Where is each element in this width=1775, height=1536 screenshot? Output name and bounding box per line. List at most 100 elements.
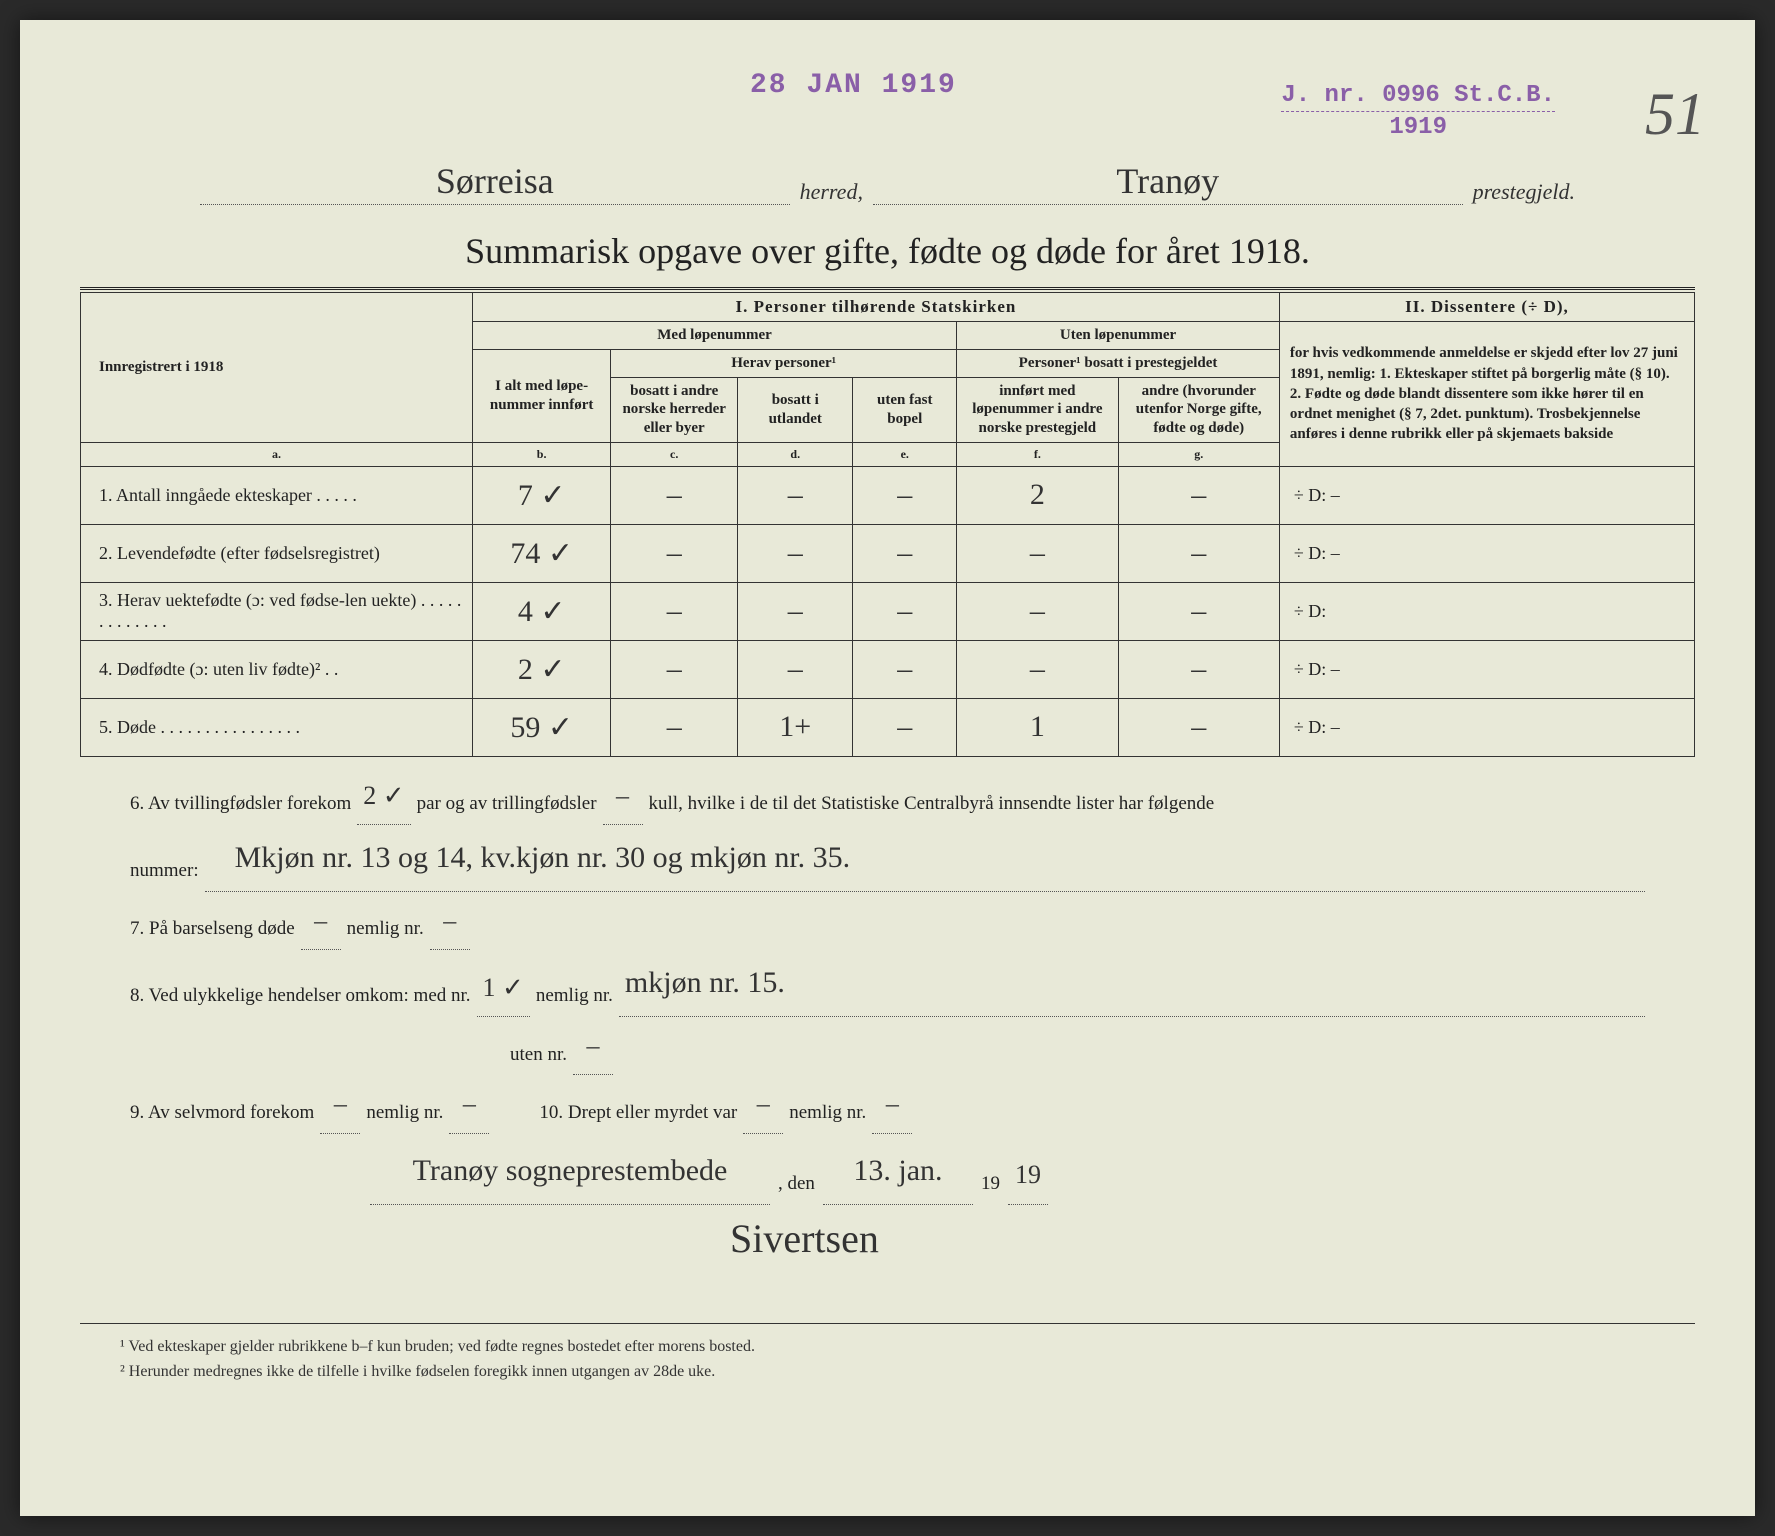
q6-trip-value: – [603, 767, 643, 825]
col-letter-d: d. [738, 442, 853, 466]
q9-text-b: nemlig nr. [366, 1092, 443, 1134]
q6-answer: Mkjøn nr. 13 og 14, kv.kjøn nr. 30 og mk… [205, 825, 1645, 892]
footnotes: ¹ Ved ekteskaper gjelder rubrikkene b–f … [80, 1323, 1695, 1385]
q9-text-a: 9. Av selvmord forekom [130, 1092, 314, 1134]
table-row: 2. Levendefødte (efter fødselsregistret)… [81, 524, 1695, 582]
signature-place: Tranøy sogneprestembede [370, 1138, 770, 1205]
cell-a: 74 ✓ [472, 524, 610, 582]
q10-text-a: 10. Drept eller myrdet var [539, 1092, 737, 1134]
col-a-header: I alt med løpe-nummer innført [472, 349, 610, 442]
cell-b: – [611, 582, 738, 640]
q8-value-2: – [573, 1017, 613, 1075]
cell-b: – [611, 524, 738, 582]
cell-d: – [853, 524, 957, 582]
historical-form-document: 28 JAN 1919 J. nr. 0996 St.C.B. 1919 51 … [20, 20, 1755, 1516]
cell-e: – [957, 640, 1118, 698]
footnote-2: ² Herunder medregnes ikke de tilfelle i … [120, 1359, 1695, 1385]
main-title: Summarisk opgave over gifte, fødte og dø… [80, 230, 1695, 272]
row-label: 1. Antall inngåede ekteskaper . . . . . [81, 466, 473, 524]
q8-text-b: nemlig nr. [536, 975, 613, 1017]
q7-value-1: – [301, 892, 341, 950]
cell-b: – [611, 640, 738, 698]
q8-value-1: 1 ✓ [477, 959, 530, 1017]
date-stamp: 28 JAN 1919 [750, 70, 957, 101]
col-d-header: uten fast bopel [853, 377, 957, 442]
main-table: Innregistrert i 1918 I. Personer tilhøre… [80, 292, 1695, 757]
sign-year-suffix: 19 [1008, 1146, 1048, 1204]
cell-c: 1+ [738, 698, 853, 756]
q6-text-b: par og av trillingfødsler [417, 783, 597, 825]
journal-number: 0996 [1382, 82, 1440, 109]
q8-text-c: uten nr. [510, 1034, 567, 1076]
q6-text-c: kull, hvilke i de til det Statistiske Ce… [649, 783, 1215, 825]
col-letter-a: a. [81, 442, 473, 466]
cell-c: – [738, 640, 853, 698]
cell-d: – [853, 640, 957, 698]
q9-value-1: – [320, 1075, 360, 1133]
col-b-header: bosatt i andre norske herreder eller bye… [611, 377, 738, 442]
section-2-header: II. Dissentere (÷ D), [1279, 293, 1694, 322]
page-number: 51 [1645, 80, 1705, 149]
herred-value: Sørreisa [200, 160, 790, 205]
prestegjeld-value: Tranøy [873, 160, 1463, 205]
cell-f: – [1118, 698, 1279, 756]
cell-b: – [611, 698, 738, 756]
cell-b: – [611, 466, 738, 524]
table-row: 1. Antall inngåede ekteskaper . . . . . … [81, 466, 1695, 524]
col-c-header: bosatt i utlandet [738, 377, 853, 442]
cell-g: ÷ D: [1279, 582, 1694, 640]
med-lop-header: Med løpenummer [472, 322, 956, 350]
footnote-1: ¹ Ved ekteskaper gjelder rubrikkene b–f … [120, 1334, 1695, 1360]
cell-d: – [853, 582, 957, 640]
row-label: 3. Herav uektefødte (ɔ: ved fødse-len ue… [81, 582, 473, 640]
q7-value-2: – [430, 892, 470, 950]
sign-year-prefix: 19 [981, 1163, 1000, 1205]
journal-stamp: J. nr. 0996 St.C.B. 1919 [1281, 80, 1555, 143]
prestegjeld-label: prestegjeld. [1473, 179, 1575, 205]
col-letter-g: g. [1118, 442, 1279, 466]
table-row: 4. Dødfødte (ɔ: uten liv fødte)² . . 2 ✓… [81, 640, 1695, 698]
col-letter-e: e. [853, 442, 957, 466]
q10-value-1: – [743, 1075, 783, 1133]
cell-g: ÷ D: – [1279, 698, 1694, 756]
cell-e: – [957, 524, 1118, 582]
uten-lop-header: Uten løpenummer [957, 322, 1280, 350]
cell-e: 1 [957, 698, 1118, 756]
row-label: 4. Dødfødte (ɔ: uten liv fødte)² . . [81, 640, 473, 698]
journal-suffix: St.C.B. [1454, 82, 1555, 109]
cell-c: – [738, 524, 853, 582]
cell-f: – [1118, 640, 1279, 698]
q7-text-a: 7. På barselseng døde [130, 908, 295, 950]
row-label: 5. Døde . . . . . . . . . . . . . . . . [81, 698, 473, 756]
q6-text-a: 6. Av tvillingfødsler forekom [130, 783, 351, 825]
col-f-header: andre (hvorunder utenfor Norge gifte, fø… [1118, 377, 1279, 442]
left-header: Innregistrert i 1918 [81, 293, 473, 443]
rule [80, 287, 1695, 290]
q10-text-b: nemlig nr. [789, 1092, 866, 1134]
cell-f: – [1118, 582, 1279, 640]
herav-header: Herav personer¹ [611, 349, 957, 377]
herred-label: herred, [800, 179, 863, 205]
col-letter-f: f. [957, 442, 1118, 466]
personer-header: Personer¹ bosatt i prestegjeldet [957, 349, 1280, 377]
cell-a: 4 ✓ [472, 582, 610, 640]
cell-c: – [738, 582, 853, 640]
cell-f: – [1118, 466, 1279, 524]
col-letter-b: b. [472, 442, 610, 466]
cell-g: ÷ D: – [1279, 640, 1694, 698]
cell-d: – [853, 698, 957, 756]
q9-value-2: – [449, 1075, 489, 1133]
cell-a: 7 ✓ [472, 466, 610, 524]
cell-d: – [853, 466, 957, 524]
cell-g: ÷ D: – [1279, 466, 1694, 524]
col-letter-c: c. [611, 442, 738, 466]
table-row: 3. Herav uektefødte (ɔ: ved fødse-len ue… [81, 582, 1695, 640]
q8-answer: mkjøn nr. 15. [619, 950, 1645, 1017]
cell-a: 59 ✓ [472, 698, 610, 756]
col-e-header: innført med løpenummer i andre norske pr… [957, 377, 1118, 442]
cell-c: – [738, 466, 853, 524]
dissentere-text: for hvis vedkommende anmeldelse er skjed… [1279, 322, 1694, 467]
lower-questions: 6. Av tvillingfødsler forekom 2 ✓ par og… [80, 757, 1695, 1293]
cell-a: 2 ✓ [472, 640, 610, 698]
cell-e: 2 [957, 466, 1118, 524]
